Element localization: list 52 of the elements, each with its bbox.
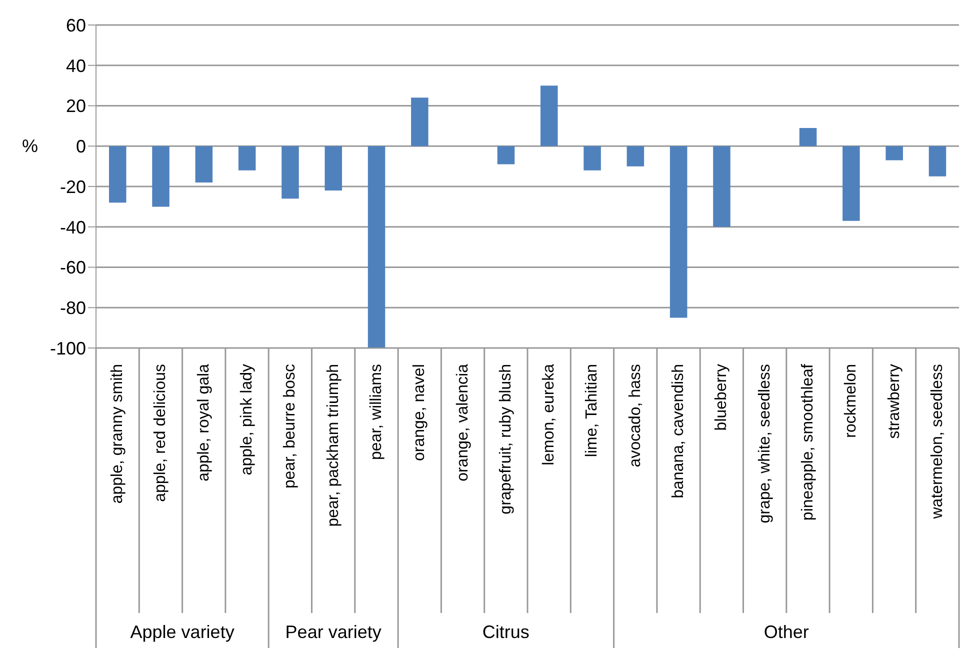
bar: [886, 146, 903, 160]
x-tick-label: grapefruit, ruby blush: [497, 364, 514, 514]
y-tick-label: -20: [60, 176, 86, 197]
bar: [282, 146, 299, 199]
bar: [584, 146, 601, 170]
bar: [713, 146, 730, 227]
bar: [238, 146, 256, 170]
y-tick-label: 40: [66, 56, 86, 76]
x-tick-label: orange, navel: [411, 364, 428, 461]
bar: [626, 146, 644, 166]
x-tick-label: pear, packham triumph: [324, 364, 342, 527]
text: Citrus: [482, 622, 530, 642]
x-tick-label: grape, white, seedless: [756, 364, 774, 524]
bar: [109, 146, 126, 203]
bar: [799, 128, 817, 146]
y-tick-label: 60: [66, 15, 86, 36]
x-tick-label: pear, beurre bosc: [282, 364, 299, 489]
bar: [195, 146, 213, 182]
text: Other: [764, 622, 809, 642]
y-tick-label: 20: [66, 96, 86, 116]
x-tick-label: apple, red delicious: [152, 364, 170, 502]
y-tick-label: -80: [60, 298, 86, 318]
x-tick-label: lime, Tahitian: [584, 364, 601, 458]
x-tick-label: pineapple, smoothleaf: [799, 363, 816, 521]
bar: [670, 146, 688, 318]
bar: [368, 146, 386, 348]
y-tick-label: 0: [76, 136, 86, 157]
y-tick-label: -100: [50, 338, 86, 358]
text: Apple variety: [130, 622, 234, 642]
bar: [324, 146, 342, 191]
y-axis-title: %: [22, 136, 38, 156]
x-tick-label: rockmelon: [842, 364, 860, 438]
bar: [842, 146, 860, 221]
x-tick-label: avocado, hass: [626, 364, 644, 468]
bar: [928, 146, 946, 176]
bar: [152, 146, 170, 207]
x-tick-label: strawberry: [886, 364, 903, 439]
bar: [497, 146, 515, 164]
x-tick-label: apple, pink lady: [238, 364, 256, 476]
x-tick-label: apple, granny smith: [109, 364, 126, 504]
x-tick-label: orange, valencia: [454, 364, 472, 482]
text: Pear variety: [285, 622, 382, 642]
x-tick-label: watermelon, seedless: [928, 364, 946, 520]
y-tick-label: -60: [60, 258, 86, 278]
x-tick-label: banana, cavendish: [670, 364, 688, 498]
bar: [411, 98, 428, 146]
x-tick-label: pear, williams: [368, 364, 385, 460]
y-tick-label: -40: [60, 217, 86, 238]
bar: [540, 86, 558, 146]
x-tick-label: lemon, eureka: [540, 364, 558, 466]
x-tick-label: blueberry: [713, 364, 730, 431]
x-tick-label: apple, royal gala: [195, 364, 212, 482]
